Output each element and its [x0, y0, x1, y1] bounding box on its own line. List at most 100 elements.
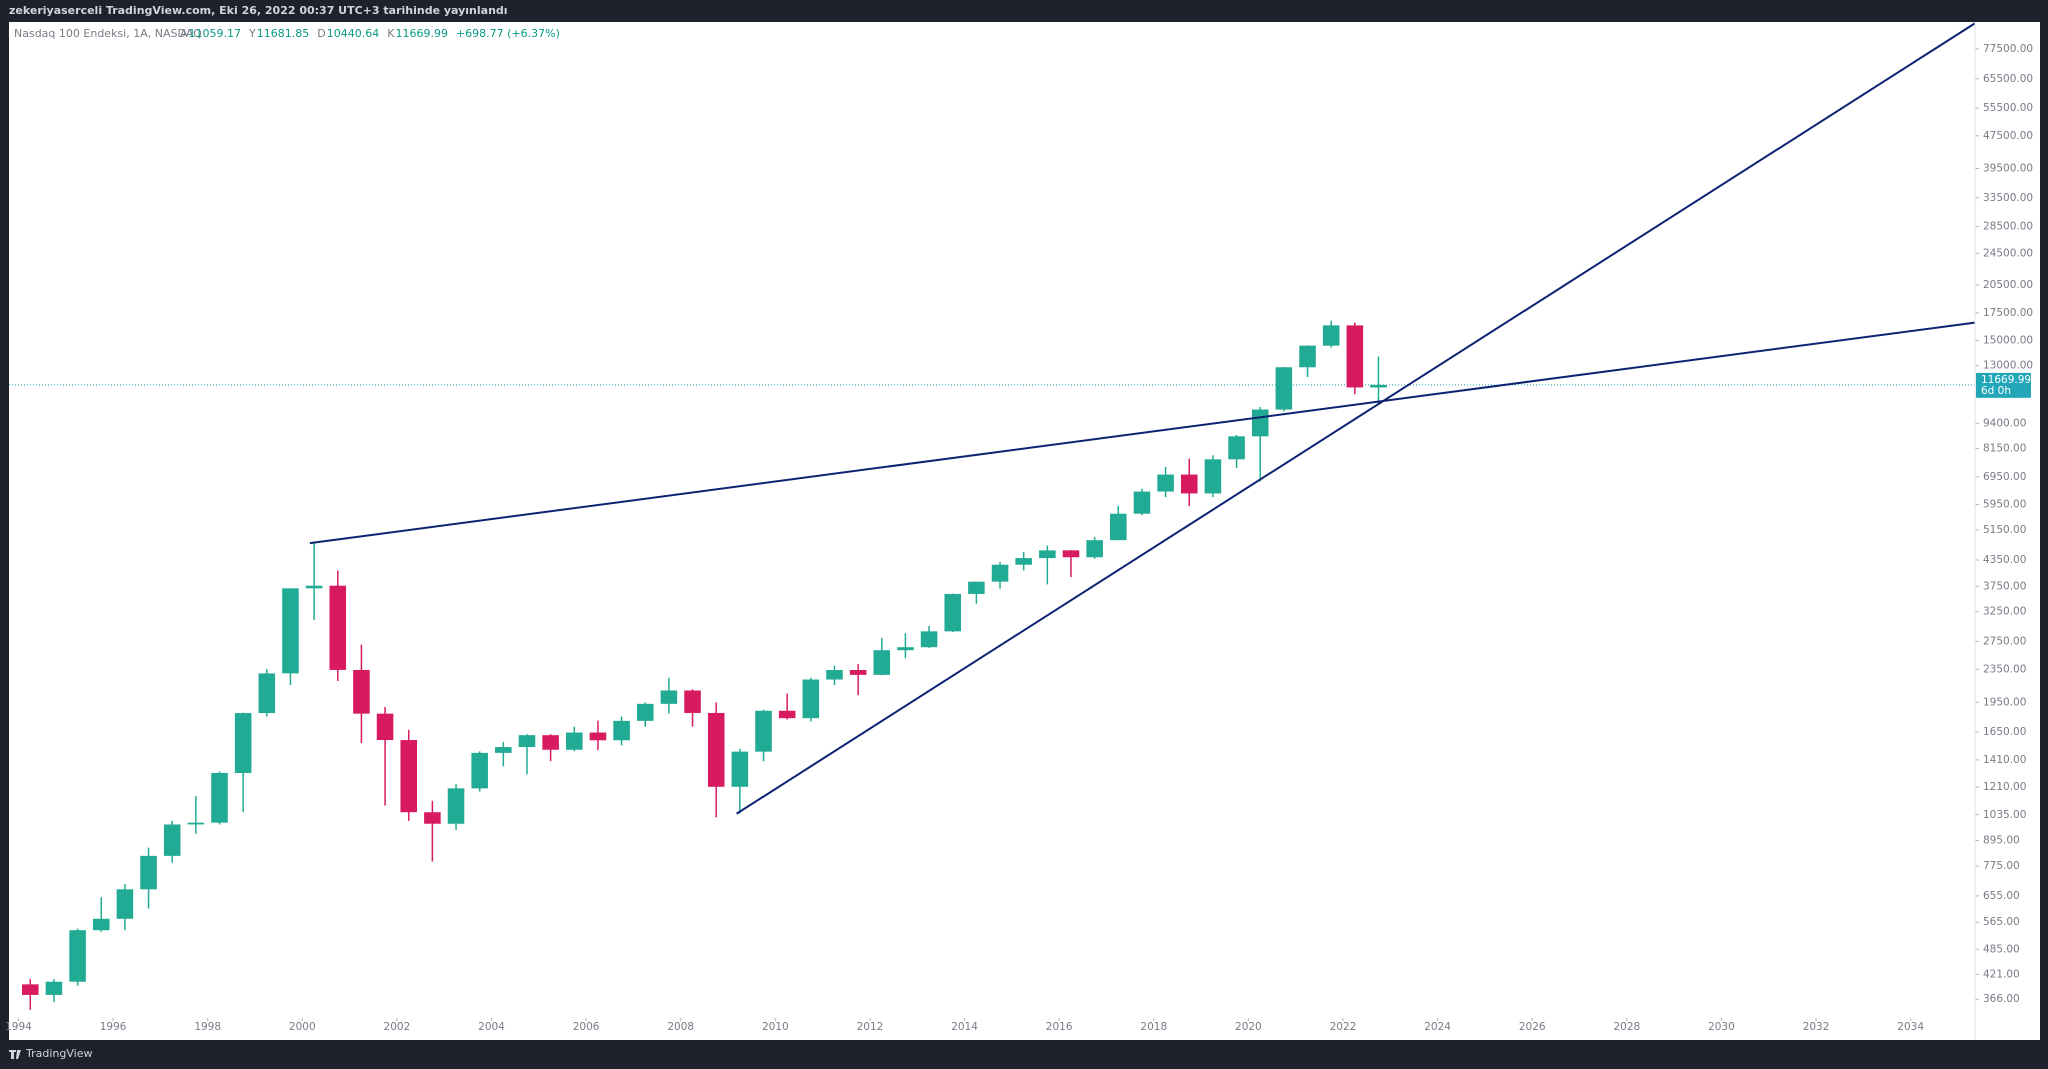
price-box [1976, 372, 2031, 398]
x-tick-label: 1994 [5, 1021, 32, 1033]
y-tick-label: 5950.00 [1983, 498, 2026, 510]
candle-body [731, 751, 749, 787]
legend-value: 10440.64 [327, 27, 380, 40]
candle-body [140, 855, 157, 890]
candle-body [1133, 491, 1151, 514]
candle-body [376, 713, 394, 741]
y-tick-label: 24500.00 [1983, 247, 2033, 259]
y-tick-label: 55500.00 [1983, 102, 2033, 114]
countdown: 6d 0h [1981, 385, 2011, 397]
x-tick-label: 2028 [1613, 1021, 1640, 1033]
y-tick-label: 5150.00 [1983, 524, 2026, 536]
legend-key: Y [248, 27, 256, 40]
x-tick-label: 2024 [1424, 1021, 1451, 1033]
candle-body [234, 713, 252, 773]
candle-body [802, 679, 820, 719]
y-tick-label: 1650.00 [1983, 726, 2026, 738]
legend-value: 11669.99 [395, 27, 448, 40]
price-label: 11669.99 [1981, 374, 2031, 386]
x-tick-label: 2026 [1519, 1021, 1546, 1033]
candle-body [1039, 550, 1056, 559]
y-tick-label: 20500.00 [1983, 279, 2033, 291]
candle-body [636, 703, 654, 721]
candle-body [778, 710, 796, 719]
plot [9, 22, 1975, 1010]
y-tick-label: 39500.00 [1983, 163, 2033, 175]
chart-area [9, 22, 2040, 1040]
candle-body [329, 585, 347, 670]
y-tick-label: 47500.00 [1983, 130, 2033, 142]
candle-body [873, 650, 891, 675]
y-tick-label: 6950.00 [1983, 471, 2026, 483]
candle-body [1251, 409, 1269, 437]
y-tick-label: 1950.00 [1983, 696, 2026, 708]
x-tick-label: 2014 [951, 1021, 978, 1033]
y-tick-label: 4350.00 [1983, 554, 2026, 566]
x-tick-label: 2002 [384, 1021, 411, 1033]
candle-body [1157, 474, 1174, 492]
y-tick-label: 9400.00 [1983, 417, 2026, 429]
candle-body [69, 930, 86, 982]
candle-body [187, 822, 205, 825]
footer-logo [9, 1050, 21, 1059]
candle-body [211, 772, 228, 823]
y-tick-label: 366.00 [1983, 993, 2020, 1005]
y-tick-label: 485.00 [1983, 943, 2020, 955]
candle-body [1322, 325, 1340, 346]
candle-body [45, 981, 63, 995]
y-tick-label: 655.00 [1983, 890, 2020, 902]
x-tick-label: 2012 [857, 1021, 884, 1033]
candle-body [660, 690, 678, 704]
y-tick-label: 895.00 [1983, 835, 2020, 847]
y-tick-label: 33500.00 [1983, 192, 2033, 204]
x-tick-label: 2018 [1140, 1021, 1167, 1033]
candle-body [471, 752, 488, 789]
candle-body [424, 812, 441, 824]
footer-brand: TradingView [25, 1047, 92, 1060]
candle-body [566, 732, 583, 750]
candle-body [755, 710, 772, 752]
y-tick-label: 565.00 [1983, 916, 2020, 928]
x-tick-label: 2008 [667, 1021, 694, 1033]
y-tick-label: 1210.00 [1983, 781, 2026, 793]
candle-body [1204, 459, 1222, 494]
candle-body [258, 673, 276, 714]
candle-body [353, 669, 370, 714]
candle-body [707, 712, 725, 787]
candle-body [1015, 558, 1032, 565]
legend-value: 11059.17 [189, 27, 242, 40]
candle-body [1110, 513, 1127, 541]
candle-body [920, 631, 938, 648]
candle-body [944, 593, 962, 632]
candle-body [826, 670, 843, 680]
trend-line [736, 22, 1975, 815]
y-tick-label: 2350.00 [1983, 663, 2026, 675]
candle-body [305, 585, 323, 589]
candle-body [991, 564, 1009, 582]
y-tick-label: 17500.00 [1983, 307, 2033, 319]
candle-body [163, 824, 181, 856]
legend-value: 11681.85 [257, 27, 310, 40]
legend-key: A [180, 27, 188, 40]
y-tick-label: 13000.00 [1983, 360, 2033, 372]
candle-body [1275, 367, 1293, 410]
candle-body [1228, 436, 1245, 460]
candle-body [968, 581, 985, 594]
legend-key: K [387, 27, 395, 40]
x-tick-label: 2006 [573, 1021, 600, 1033]
legend-key: D [317, 27, 325, 40]
x-tick-label: 2004 [478, 1021, 505, 1033]
y-tick-label: 77500.00 [1983, 43, 2033, 55]
y-tick-label: 2750.00 [1983, 635, 2026, 647]
x-tick-label: 2034 [1897, 1021, 1924, 1033]
y-tick-label: 8150.00 [1983, 443, 2026, 455]
candle-body [589, 732, 607, 741]
candle-body [282, 588, 299, 674]
x-tick-label: 2016 [1046, 1021, 1073, 1033]
trend-line [309, 321, 1975, 545]
header-title: zekeriyaserceli TradingView.com, Eki 26,… [9, 4, 508, 17]
candle-body [1299, 345, 1316, 368]
candle-body [613, 720, 630, 741]
candle-body [542, 735, 559, 750]
